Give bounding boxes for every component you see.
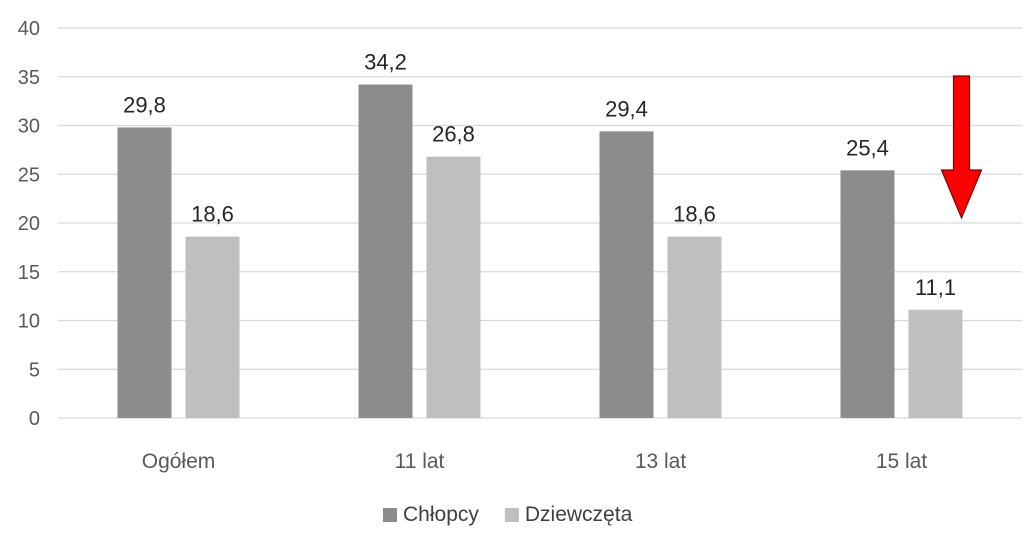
bar — [426, 156, 481, 418]
bars — [117, 84, 963, 419]
data-labels: 29,8 18,6 34,2 26,8 29,4 18,6 25,4 11,1 — [123, 50, 956, 300]
bar — [908, 309, 963, 418]
bar — [117, 127, 172, 418]
data-label: 29,4 — [605, 96, 648, 121]
data-label: 26,8 — [432, 122, 475, 147]
legend-label: Dziewczęta — [525, 503, 633, 526]
y-tick-label: 40 — [18, 18, 40, 40]
annotation — [940, 75, 983, 220]
bar — [840, 170, 895, 418]
bar — [358, 84, 413, 419]
data-label: 34,2 — [364, 50, 407, 75]
x-axis-category-labels: Ogółem 11 lat 13 lat 15 lat — [142, 450, 928, 473]
data-label: 18,6 — [191, 202, 234, 227]
bar — [667, 236, 722, 418]
y-tick-label: 25 — [18, 164, 40, 186]
bar — [599, 131, 654, 418]
legend: Chłopcy Dziewczęta — [383, 503, 633, 526]
legend-swatch — [504, 508, 519, 522]
category-label: 13 lat — [635, 450, 687, 473]
bar — [185, 236, 240, 418]
category-label: Ogółem — [142, 450, 216, 473]
red-down-arrow-icon — [940, 75, 983, 220]
y-tick-label: 5 — [29, 359, 40, 381]
category-label: 15 lat — [876, 450, 928, 473]
y-tick-label: 10 — [18, 311, 40, 333]
data-label: 18,6 — [673, 202, 716, 227]
category-label: 11 lat — [395, 450, 445, 473]
data-label: 25,4 — [846, 135, 889, 160]
y-tick-label: 15 — [18, 262, 40, 284]
data-label: 11,1 — [915, 275, 956, 300]
y-tick-label: 35 — [18, 67, 40, 89]
y-axis-tick-labels: 0 5 10 15 20 25 30 35 40 — [18, 18, 40, 430]
y-tick-label: 20 — [18, 213, 40, 235]
legend-label: Chłopcy — [403, 503, 479, 526]
data-label: 29,8 — [123, 92, 166, 117]
y-tick-label: 0 — [29, 408, 40, 430]
y-tick-label: 30 — [18, 116, 40, 138]
legend-swatch — [383, 508, 397, 522]
